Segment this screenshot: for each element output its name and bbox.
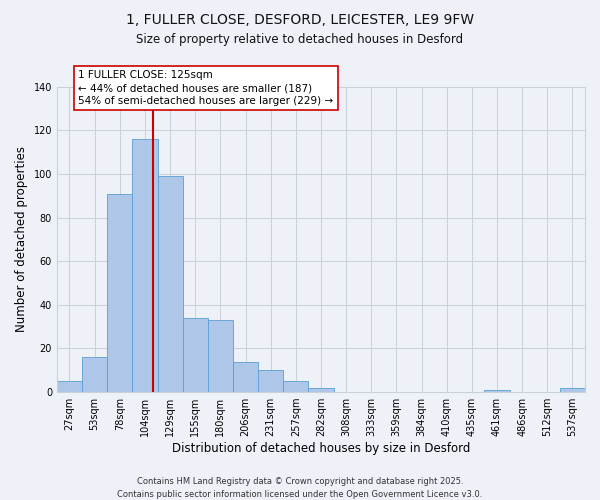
Y-axis label: Number of detached properties: Number of detached properties: [15, 146, 28, 332]
Bar: [107, 194, 133, 392]
Text: 1, FULLER CLOSE, DESFORD, LEICESTER, LE9 9FW: 1, FULLER CLOSE, DESFORD, LEICESTER, LE9…: [126, 12, 474, 26]
Bar: [560, 388, 585, 392]
Bar: [308, 388, 334, 392]
Bar: [133, 139, 158, 392]
Bar: [484, 390, 509, 392]
X-axis label: Distribution of detached houses by size in Desford: Distribution of detached houses by size …: [172, 442, 470, 455]
Bar: [57, 381, 82, 392]
Bar: [283, 381, 308, 392]
Text: 1 FULLER CLOSE: 125sqm
← 44% of detached houses are smaller (187)
54% of semi-de: 1 FULLER CLOSE: 125sqm ← 44% of detached…: [78, 70, 334, 106]
Text: Contains HM Land Registry data © Crown copyright and database right 2025.
Contai: Contains HM Land Registry data © Crown c…: [118, 478, 482, 499]
Bar: [233, 362, 258, 392]
Bar: [258, 370, 283, 392]
Text: Size of property relative to detached houses in Desford: Size of property relative to detached ho…: [136, 32, 464, 46]
Bar: [158, 176, 182, 392]
Bar: [208, 320, 233, 392]
Bar: [182, 318, 208, 392]
Bar: [82, 357, 107, 392]
